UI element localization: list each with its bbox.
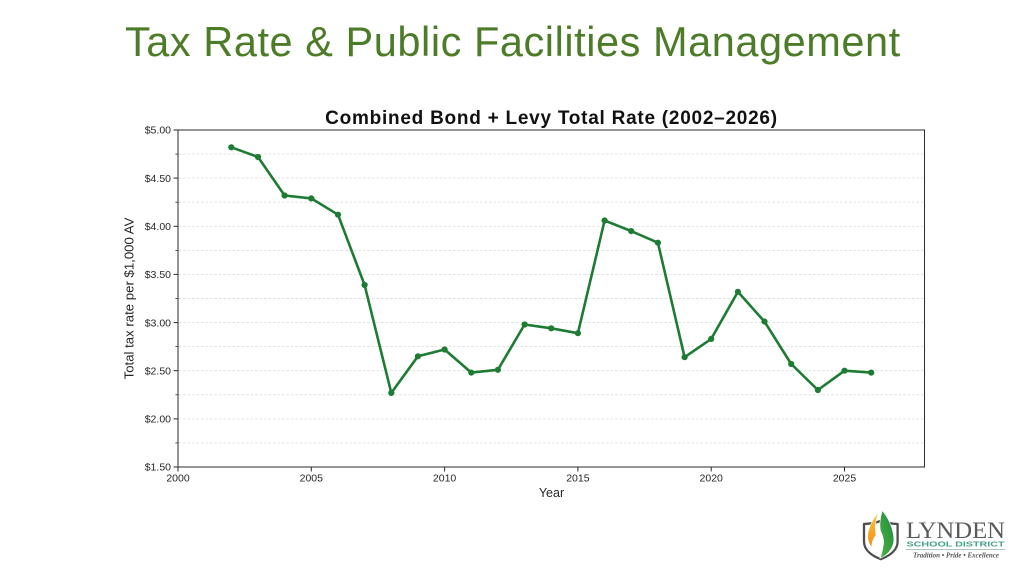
svg-text:Total tax rate per $1,000 AV: Total tax rate per $1,000 AV — [122, 217, 137, 379]
svg-text:Combined Bond + Levy Total Rat: Combined Bond + Levy Total Rate (2002–20… — [325, 108, 778, 129]
svg-text:$4.00: $4.00 — [145, 221, 171, 233]
svg-text:$1.50: $1.50 — [145, 462, 171, 474]
svg-text:2000: 2000 — [166, 473, 190, 485]
svg-text:$3.50: $3.50 — [145, 269, 171, 281]
svg-text:2010: 2010 — [433, 473, 457, 485]
svg-text:Year: Year — [539, 486, 564, 500]
svg-text:LYNDEN: LYNDEN — [906, 518, 1005, 543]
svg-text:2015: 2015 — [566, 473, 590, 485]
svg-text:Tradition • Pride • Excellence: Tradition • Pride • Excellence — [913, 552, 999, 560]
svg-text:$2.50: $2.50 — [145, 365, 171, 377]
svg-text:2025: 2025 — [833, 473, 857, 485]
svg-text:2020: 2020 — [700, 473, 724, 485]
svg-text:$4.50: $4.50 — [145, 173, 171, 185]
svg-text:$3.00: $3.00 — [145, 317, 171, 329]
svg-text:$2.00: $2.00 — [145, 414, 171, 426]
svg-text:$5.00: $5.00 — [145, 125, 171, 137]
svg-text:SCHOOL DISTRICT: SCHOOL DISTRICT — [907, 539, 1006, 548]
svg-text:2005: 2005 — [300, 473, 324, 485]
